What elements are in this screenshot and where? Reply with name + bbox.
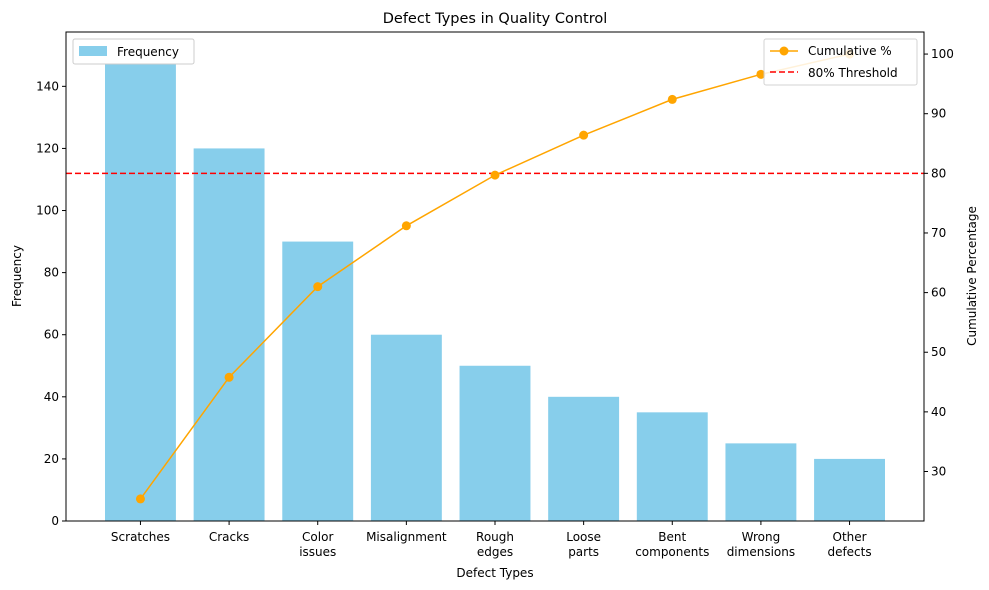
x-tick-label: Other defects xyxy=(827,530,871,559)
x-tick-label: Color issues xyxy=(299,530,336,559)
y-tick-label: 60 xyxy=(44,328,59,342)
y-axis-label: Frequency xyxy=(10,245,24,307)
x-tick-label: Misalignment xyxy=(366,530,447,544)
y2-tick-label: 30 xyxy=(931,465,946,479)
y2-tick-label: 40 xyxy=(931,405,946,419)
bar xyxy=(636,412,708,521)
y-tick-label: 0 xyxy=(51,514,59,528)
legend-left: Frequency xyxy=(72,38,195,65)
x-tick-label: Cracks xyxy=(209,530,249,544)
x-tick-label: Bent components xyxy=(635,530,709,559)
y-tick-label: 80 xyxy=(44,266,59,280)
cumulative-point xyxy=(135,494,145,504)
bar xyxy=(459,365,531,521)
bar xyxy=(193,148,265,521)
cumulative-point xyxy=(579,130,589,140)
x-tick-label: Wrong dimensions xyxy=(727,530,795,559)
y2-tick-label: 70 xyxy=(931,226,946,240)
cumulative-point xyxy=(490,170,500,180)
legend-label-threshold: 80% Threshold xyxy=(808,66,898,80)
x-axis-label: Defect Types xyxy=(456,566,533,580)
y2-tick-label: 50 xyxy=(931,345,946,359)
x-tick-label: Rough edges xyxy=(476,530,514,559)
y2-axis-label: Cumulative Percentage xyxy=(965,206,979,346)
y2-tick-label: 90 xyxy=(931,107,946,121)
bar xyxy=(370,334,442,521)
legend-right: Cumulative % 80% Threshold xyxy=(763,38,918,86)
legend-marker-cumulative xyxy=(779,46,789,56)
cumulative-point xyxy=(667,94,677,104)
cumulative-point xyxy=(756,69,766,79)
y-tick-label: 20 xyxy=(44,452,59,466)
y-tick-label: 100 xyxy=(36,204,59,218)
y-tick-label: 40 xyxy=(44,390,59,404)
bar xyxy=(548,396,620,521)
bar xyxy=(105,55,176,522)
y-tick-label: 140 xyxy=(36,79,59,93)
cumulative-point xyxy=(224,372,234,382)
x-tick-label: Loose parts xyxy=(566,530,601,559)
cumulative-point xyxy=(401,221,411,231)
x-tick-label: Scratches xyxy=(111,530,170,544)
legend-swatch-frequency xyxy=(79,46,107,56)
y2-tick-label: 60 xyxy=(931,286,946,300)
y2-tick-label: 80 xyxy=(931,166,946,180)
y2-tick-label: 100 xyxy=(931,47,954,61)
chart-title: Defect Types in Quality Control xyxy=(383,11,608,27)
legend-label-frequency: Frequency xyxy=(117,45,179,59)
y-tick-label: 120 xyxy=(36,141,59,155)
legend-label-cumulative: Cumulative % xyxy=(808,44,892,58)
bar xyxy=(814,458,885,521)
bar xyxy=(725,443,797,521)
cumulative-point xyxy=(313,282,323,292)
